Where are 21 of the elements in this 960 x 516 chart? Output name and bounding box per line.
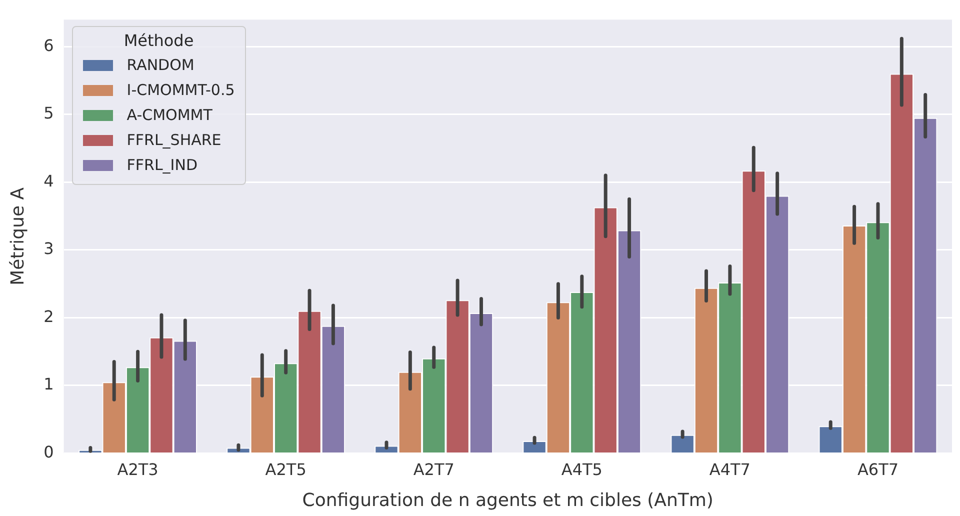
- x-tick-label: A2T5: [265, 460, 306, 479]
- legend-label: I-CMOMMT-0.5: [126, 81, 235, 100]
- x-tick-label: A2T3: [117, 460, 158, 479]
- y-tick-label: 3: [44, 239, 54, 258]
- legend-title: Méthode: [122, 30, 195, 50]
- x-tick-label: A4T5: [561, 460, 602, 479]
- legend-label: RANDOM: [126, 56, 194, 74]
- y-tick-label: 2: [44, 306, 54, 326]
- y-tick-label: 5: [44, 104, 54, 123]
- x-axis-title: Configuration de n agents et m cibles (AnTm): [302, 490, 714, 511]
- legend-label: FFRL_IND: [126, 156, 198, 174]
- y-tick-label: 4: [44, 171, 54, 190]
- x-tick-label: A2T7: [413, 460, 454, 479]
- y-axis-title: Métrique A: [7, 186, 28, 286]
- x-tick-label: A6T7: [857, 460, 899, 479]
- y-tick-label: 0: [44, 442, 54, 462]
- y-tick-label: 1: [44, 374, 54, 394]
- legend-label: A-CMOMMT: [126, 106, 212, 124]
- y-tick-label: 6: [44, 36, 54, 55]
- x-tick-label: A4T7: [709, 460, 750, 479]
- legend-label: FFRL_SHARE: [126, 131, 222, 150]
